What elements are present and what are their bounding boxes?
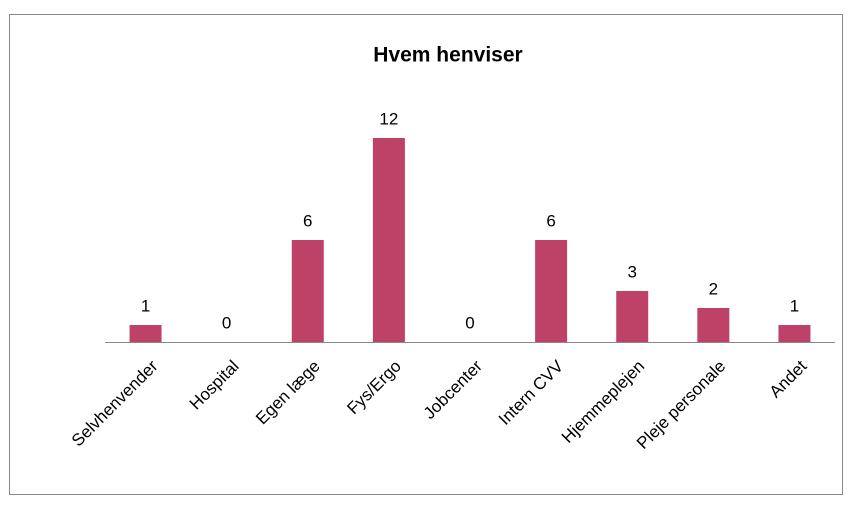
chart-border [9, 14, 843, 495]
data-label: 0 [465, 313, 474, 332]
bar [697, 308, 730, 342]
chart-title: Hvem henviser [373, 44, 522, 67]
bar [291, 240, 324, 342]
data-label: 1 [141, 296, 150, 315]
bar [535, 240, 568, 342]
data-label: 3 [627, 262, 636, 281]
bar [778, 325, 811, 342]
data-label: 1 [790, 296, 799, 315]
data-label: 2 [709, 279, 718, 298]
bar [129, 325, 162, 342]
bar [616, 291, 649, 342]
bar [372, 138, 405, 342]
data-label: 0 [222, 313, 231, 332]
data-label: 6 [303, 211, 312, 230]
data-label: 6 [546, 211, 555, 230]
data-label: 12 [379, 109, 398, 128]
